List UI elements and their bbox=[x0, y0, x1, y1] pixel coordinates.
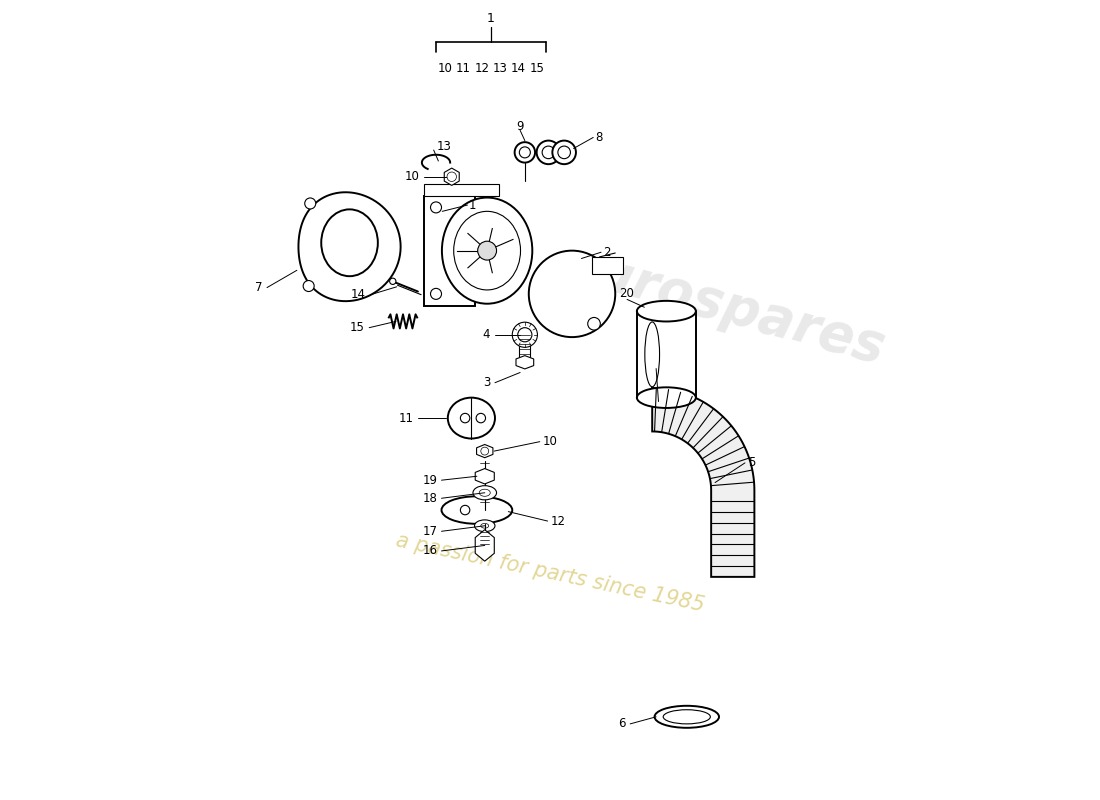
Circle shape bbox=[430, 288, 441, 299]
Text: 10: 10 bbox=[438, 62, 452, 75]
Circle shape bbox=[519, 147, 530, 158]
Text: 1: 1 bbox=[469, 198, 476, 211]
Text: 5: 5 bbox=[748, 456, 756, 470]
Circle shape bbox=[587, 318, 601, 330]
Bar bbox=[425, 184, 499, 196]
Text: 15: 15 bbox=[350, 321, 364, 334]
Ellipse shape bbox=[453, 211, 520, 290]
Circle shape bbox=[476, 414, 485, 422]
Circle shape bbox=[477, 242, 496, 260]
Text: 19: 19 bbox=[422, 474, 438, 486]
Bar bbox=[519, 332, 530, 358]
Text: 15: 15 bbox=[529, 62, 544, 75]
Text: 13: 13 bbox=[437, 140, 452, 154]
Text: 20: 20 bbox=[619, 287, 635, 300]
Circle shape bbox=[515, 142, 535, 162]
Text: 8: 8 bbox=[595, 131, 603, 144]
Ellipse shape bbox=[448, 398, 495, 438]
Circle shape bbox=[389, 278, 396, 285]
Polygon shape bbox=[516, 356, 534, 369]
Text: 13: 13 bbox=[493, 62, 508, 75]
Circle shape bbox=[430, 202, 441, 213]
Circle shape bbox=[518, 328, 532, 342]
Circle shape bbox=[542, 146, 554, 158]
Circle shape bbox=[461, 506, 470, 514]
Text: 6: 6 bbox=[618, 718, 626, 730]
Polygon shape bbox=[475, 469, 494, 484]
Circle shape bbox=[305, 198, 316, 209]
Polygon shape bbox=[444, 168, 459, 186]
Bar bbox=[592, 257, 623, 274]
Polygon shape bbox=[652, 326, 755, 577]
Text: 11: 11 bbox=[456, 62, 471, 75]
Bar bbox=[425, 196, 475, 306]
Circle shape bbox=[529, 250, 615, 337]
Polygon shape bbox=[475, 530, 494, 561]
Circle shape bbox=[537, 141, 560, 164]
Text: a passion for parts since 1985: a passion for parts since 1985 bbox=[394, 530, 706, 615]
Text: 18: 18 bbox=[422, 492, 438, 505]
Circle shape bbox=[513, 322, 538, 347]
Ellipse shape bbox=[474, 520, 495, 532]
Text: 2: 2 bbox=[604, 246, 611, 258]
Circle shape bbox=[481, 447, 488, 455]
Ellipse shape bbox=[473, 486, 496, 500]
Ellipse shape bbox=[637, 387, 696, 408]
Ellipse shape bbox=[441, 496, 513, 524]
Ellipse shape bbox=[637, 301, 696, 322]
Text: 9: 9 bbox=[516, 120, 524, 133]
Circle shape bbox=[558, 146, 571, 158]
Text: 11: 11 bbox=[398, 411, 414, 425]
Text: 12: 12 bbox=[474, 62, 490, 75]
Circle shape bbox=[304, 281, 315, 291]
Text: 14: 14 bbox=[512, 62, 526, 75]
Ellipse shape bbox=[480, 490, 491, 496]
Text: 1: 1 bbox=[487, 12, 495, 25]
Text: 12: 12 bbox=[551, 514, 565, 527]
Ellipse shape bbox=[321, 210, 377, 276]
Ellipse shape bbox=[663, 710, 711, 724]
Text: 7: 7 bbox=[255, 281, 262, 294]
Text: 10: 10 bbox=[405, 170, 419, 183]
Ellipse shape bbox=[442, 198, 532, 304]
Circle shape bbox=[447, 172, 456, 182]
Circle shape bbox=[552, 141, 576, 164]
Ellipse shape bbox=[481, 523, 488, 528]
Text: 16: 16 bbox=[422, 545, 438, 558]
Text: eurospares: eurospares bbox=[556, 238, 891, 374]
Text: 10: 10 bbox=[543, 435, 558, 448]
Text: 3: 3 bbox=[483, 376, 491, 390]
Circle shape bbox=[461, 414, 470, 422]
Ellipse shape bbox=[654, 706, 719, 728]
Polygon shape bbox=[298, 192, 400, 301]
Ellipse shape bbox=[645, 322, 660, 387]
Polygon shape bbox=[476, 445, 493, 458]
Text: 14: 14 bbox=[350, 288, 365, 301]
Text: 17: 17 bbox=[422, 525, 438, 538]
Text: 4: 4 bbox=[483, 328, 491, 342]
